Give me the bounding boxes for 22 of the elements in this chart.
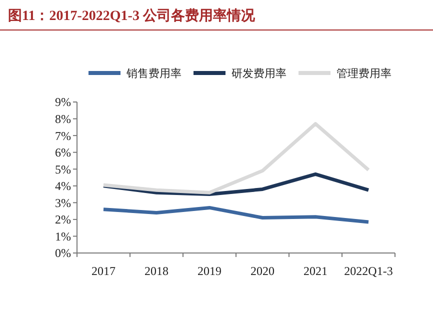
y-tick-label: 4%	[55, 179, 71, 194]
x-tick-label: 2021	[304, 264, 328, 278]
x-tick-label: 2020	[250, 264, 274, 278]
y-tick-label: 6%	[55, 146, 71, 160]
x-tick-label: 2022Q1-3	[344, 264, 393, 278]
y-tick-label: 0%	[55, 246, 71, 260]
y-tick-label: 7%	[55, 128, 71, 143]
x-tick-label: 2019	[198, 264, 222, 278]
legend-label: 研发费用率	[232, 66, 286, 80]
x-tick-label: 2017	[92, 264, 116, 278]
y-tick-label: 5%	[55, 162, 71, 176]
y-tick-label: 2%	[55, 212, 71, 227]
line-series	[102, 206, 370, 224]
y-tick-label: 9%	[55, 95, 71, 110]
x-tick-label: 2018	[144, 264, 168, 278]
chart-title: 图11：2017-2022Q1-3 公司各费用率情况	[8, 7, 256, 24]
legend-label: 管理费用率	[336, 66, 392, 80]
y-tick-label: 8%	[55, 112, 71, 126]
line-series	[102, 122, 370, 194]
legend-label: 销售费用率	[126, 66, 182, 80]
y-tick-label: 3%	[55, 196, 71, 210]
y-tick-label: 1%	[55, 229, 71, 244]
